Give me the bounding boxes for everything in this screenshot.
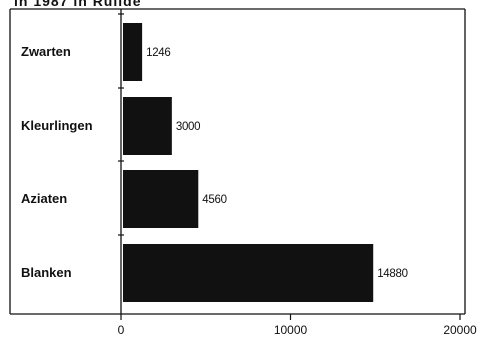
value-label-blanken: 14880 xyxy=(377,268,407,280)
x-tick-label-0: 0 xyxy=(118,323,125,337)
bar-aziaten xyxy=(123,170,199,228)
x-tick-label-20000: 20000 xyxy=(443,323,477,337)
chart-title-fragment: in 1987 in Ruilde xyxy=(14,0,142,9)
x-tick-label-10000: 10000 xyxy=(274,323,308,337)
category-label-blanken: Blanken xyxy=(21,265,72,280)
category-labels: Zwarten Kleurlingen Aziaten Blanken xyxy=(21,44,93,280)
value-label-zwarten: 1246 xyxy=(146,47,170,59)
x-axis-ticks: 0 10000 20000 xyxy=(118,314,477,337)
bar-zwarten xyxy=(123,23,143,81)
category-label-kleurlingen: Kleurlingen xyxy=(21,118,93,133)
value-label-aziaten: 4560 xyxy=(202,194,226,206)
bar-kleurlingen xyxy=(123,97,172,155)
chart-frame xyxy=(9,8,466,315)
category-label-zwarten: Zwarten xyxy=(21,44,71,59)
category-label-aziaten: Aziaten xyxy=(21,191,67,206)
bar-blanken xyxy=(123,244,374,302)
value-label-kleurlingen: 3000 xyxy=(176,121,200,133)
value-labels: 1246 3000 4560 14880 xyxy=(146,47,408,280)
bars-group xyxy=(118,13,374,302)
